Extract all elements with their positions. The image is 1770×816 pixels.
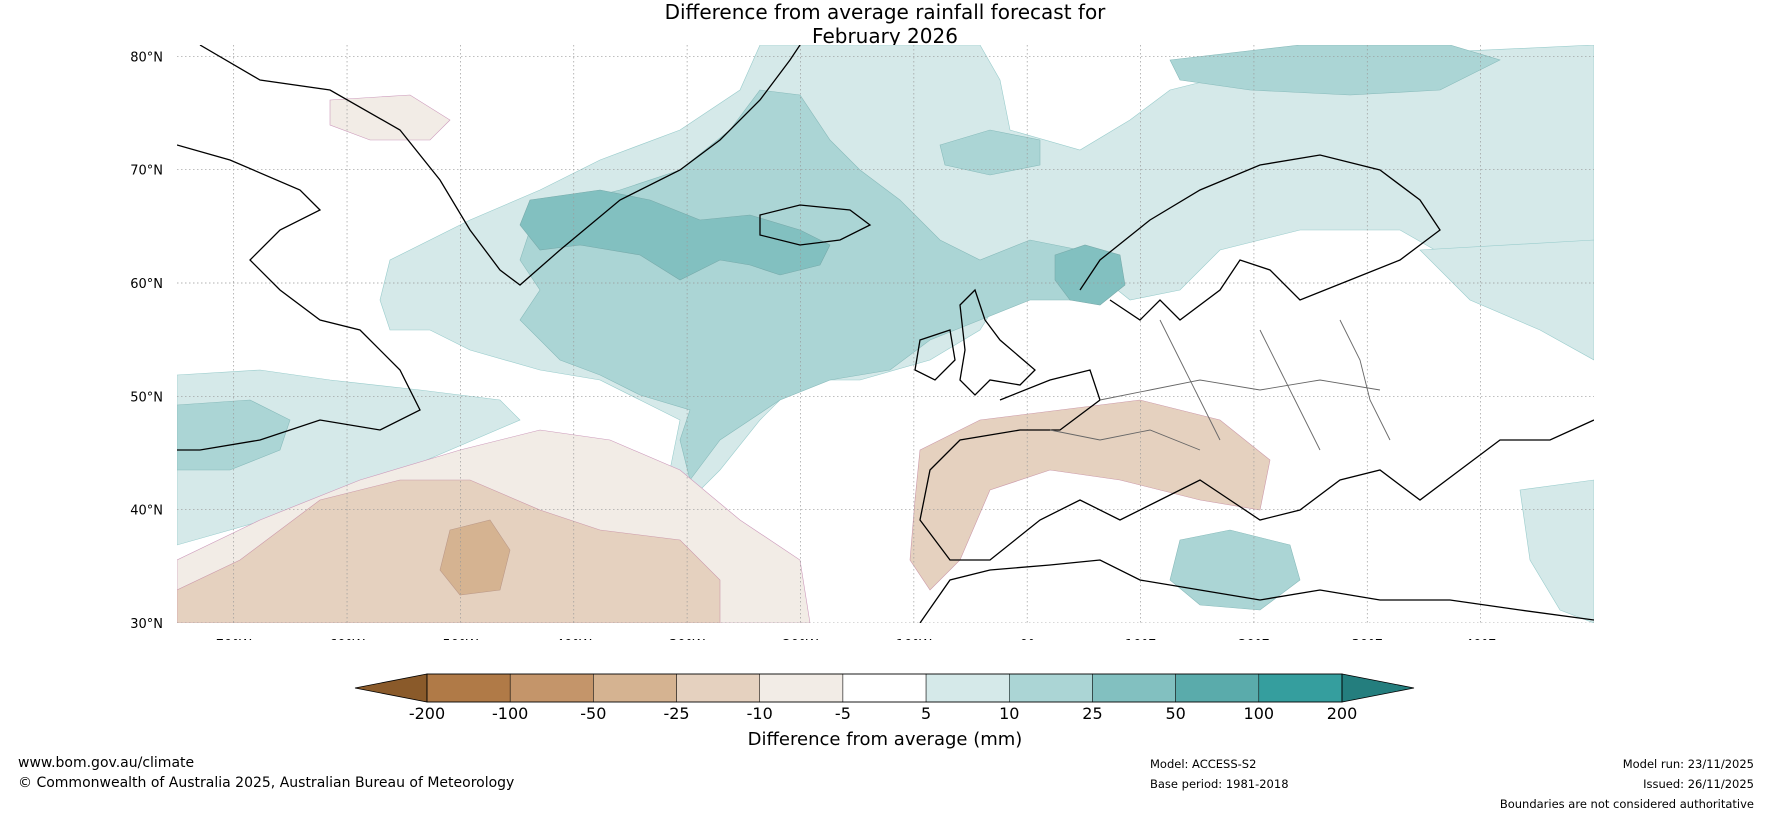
coastlines [177,45,1594,623]
colorbar-tick-label: -5 [835,704,851,723]
wet-area-iceland [519,189,831,281]
lon-label: 30°E [1352,638,1383,640]
colorbar-swatch [1009,673,1093,703]
lon-label: 50°W [442,638,478,640]
colorbar-swatch [925,673,1010,703]
base-period-text: Base period: 1981-2018 [1150,777,1289,791]
lat-label: 30°N [130,617,163,632]
lon-label: 70°W [216,638,252,640]
lon-label: 10°E [1125,638,1156,640]
colorbar-swatch [759,673,844,703]
greenland-coast [199,45,801,286]
copyright-text: © Commonwealth of Australia 2025, Austra… [18,775,515,791]
dry-anomaly-areas [177,94,1271,623]
longitude-labels: 70°W 60°W 50°W 40°W 30°W 20°W 10°W 0° 10°E 20°E 30… [216,638,1497,640]
colorbar-swatch [1092,673,1176,703]
title-line-2: February 2026 [812,24,958,48]
country-borders [1049,319,1391,451]
dry-area-greenland-west [329,94,451,141]
colorbar-tick-label: 10 [999,704,1019,723]
colorbar-swatch [842,673,927,703]
iceland-coast [759,204,872,246]
website-text: www.bom.gov.au/climate [18,755,195,771]
disclaimer-text: Boundaries are not considered authoritat… [1499,797,1754,811]
colorbar-swatch [1258,673,1343,703]
colorbar-tick-label: 100 [1244,704,1275,723]
lon-label: 10°W [896,638,932,640]
lon-label: 30°W [669,638,705,640]
lat-label: 50°N [130,390,163,405]
colorbar-swatch [676,673,760,703]
map-title: Difference from average rainfall forecas… [0,0,1680,48]
colorbar-tick-label: -25 [663,704,689,723]
lat-label: 40°N [130,504,163,519]
latitude-labels: 80°N 70°N 60°N 50°N 40°N 30°N [130,50,163,632]
model-text: Model: ACCESS-S2 [1150,757,1257,771]
lon-label: 40°W [556,638,592,640]
wet-area-east-med [1519,479,1594,623]
colorbar-tick-label: -50 [580,704,606,723]
lon-label: 0° [1020,638,1035,640]
colorbar-swatch [593,673,677,703]
issued-text: Issued: 26/11/2025 [1643,777,1754,791]
model-run-text: Model run: 23/11/2025 [1622,757,1754,771]
colorbar-right-arrow [1341,673,1415,703]
wet-area-labrador-mid [177,399,291,471]
colorbar-outline [426,673,1343,703]
lat-label: 80°N [130,50,163,65]
north-africa-coast [919,559,1594,623]
colorbar-tick-label: -10 [747,704,773,723]
lon-label: 20°W [783,638,819,640]
lon-label: 40°E [1465,638,1496,640]
colorbar-tick-labels: -200 -100 -50 -25 -10 -5 5 10 25 50 100 200 [409,704,1357,723]
ireland-coast [914,329,956,381]
lat-label: 70°N [130,164,163,179]
wet-area-barents [939,129,1041,176]
dry-area-subtropical-core [439,519,511,596]
british-isles-coast [959,288,1036,396]
dry-area-iberia [909,399,1271,591]
colorbar-tick-label: 25 [1082,704,1102,723]
wet-anomaly-areas [177,45,1594,623]
colorbar-left-arrow [354,673,428,703]
lon-label: 60°W [329,638,365,640]
colorbar-title: Difference from average (mm) [748,729,1023,750]
colorbar-swatches [354,673,1415,703]
colorbar-tick-label: -200 [409,704,445,723]
rainfall-map: 80°N 70°N 60°N 50°N 40°N 30°N 70°W 60°W 50°W 40°… [130,45,1594,640]
wet-area-svalbard [1169,45,1501,96]
colorbar-tick-label: 200 [1327,704,1358,723]
wet-area-north-atlantic-mid [519,89,1121,481]
colorbar-swatch [509,673,594,703]
canada-coast [177,144,421,451]
europe-coast [919,369,1594,561]
lon-label: 20°E [1238,638,1269,640]
gridlines [177,45,1594,623]
wet-area-russia [1419,239,1594,361]
colorbar-tick-label: -100 [492,704,528,723]
scandinavia-coast [1079,154,1441,321]
lat-label: 60°N [130,277,163,292]
title-line-1: Difference from average rainfall forecas… [664,0,1106,24]
colorbar-swatch [1175,673,1260,703]
colorbar-tick-label: 50 [1165,704,1185,723]
colorbar-tick-label: 5 [921,704,931,723]
colorbar-swatch [426,673,511,703]
